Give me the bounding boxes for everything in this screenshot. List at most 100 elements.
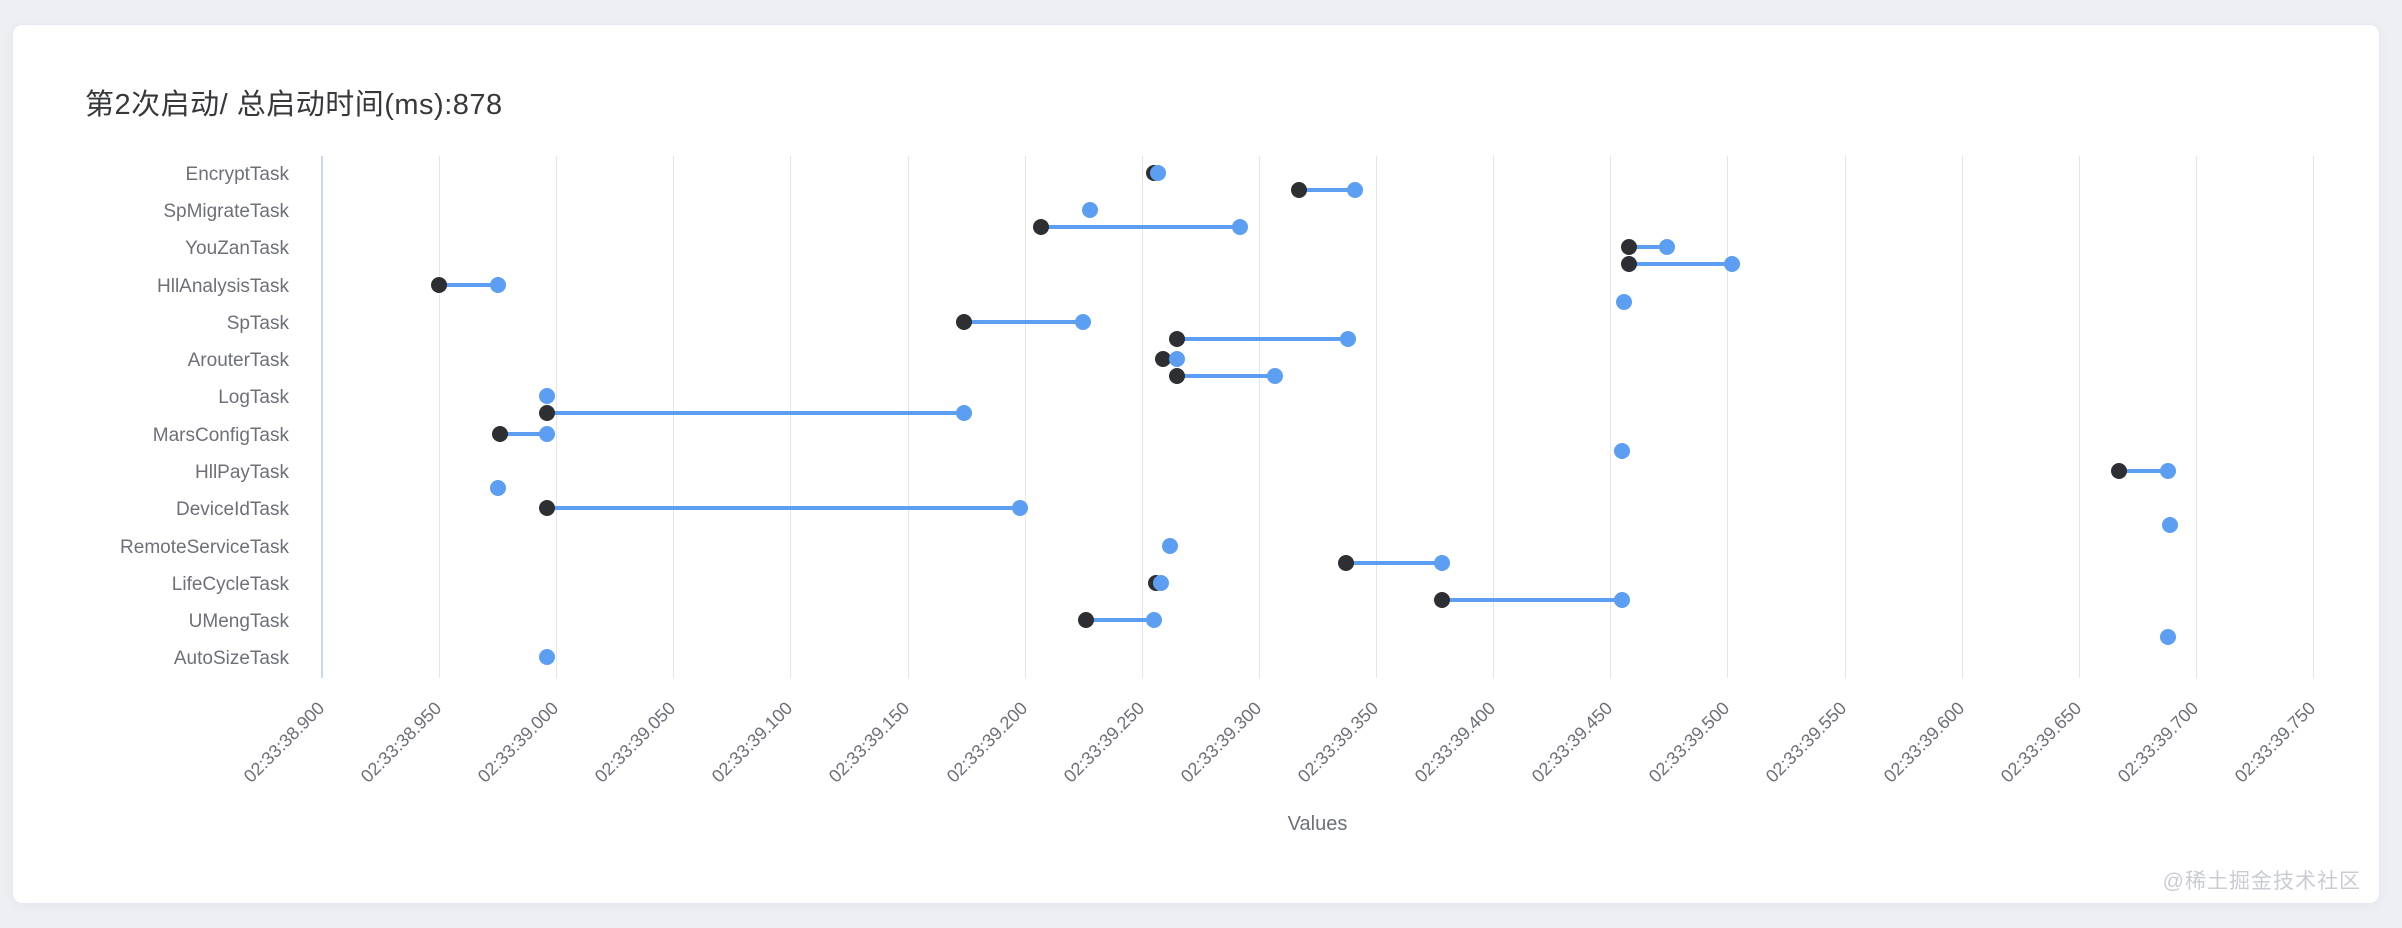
end-dot[interactable]	[1339, 330, 1356, 347]
x-axis-tick-label: 02:33:39.150	[825, 698, 914, 787]
x-axis-tick-label: 02:33:39.100	[708, 698, 797, 787]
gridline	[790, 156, 792, 678]
x-axis-tick-label: 02:33:39.750	[2230, 698, 2320, 787]
end-dot[interactable]	[1433, 554, 1450, 571]
end-dot[interactable]	[1658, 239, 1675, 256]
end-dot[interactable]	[1161, 537, 1178, 554]
x-axis-tick-label: 02:33:39.700	[2113, 698, 2203, 787]
duration-line	[1441, 597, 1622, 602]
start-dot[interactable]	[1154, 351, 1171, 368]
start-dot[interactable]	[1168, 330, 1185, 347]
gridline	[556, 156, 558, 678]
gridline	[1961, 156, 1963, 678]
x-axis-tick-label: 02:33:39.650	[1996, 698, 2085, 787]
end-dot[interactable]	[2159, 629, 2176, 646]
end-dot[interactable]	[1150, 164, 1167, 181]
watermark: @稀土掘金技术社区	[2162, 870, 2361, 893]
x-axis-tick-label: 02:33:39.000	[473, 698, 563, 787]
x-axis-tick-label: 02:33:38.900	[239, 698, 329, 787]
duration-line	[1345, 560, 1442, 565]
y-axis-label: ArouterTask	[187, 350, 289, 372]
end-dot[interactable]	[538, 425, 555, 442]
end-dot[interactable]	[1267, 368, 1284, 385]
x-axis-tick-label: 02:33:39.050	[591, 698, 680, 787]
start-dot[interactable]	[538, 405, 555, 422]
gridline	[439, 156, 441, 678]
start-dot[interactable]	[492, 425, 509, 442]
gridline	[2078, 156, 2080, 678]
plot-area	[321, 156, 2314, 678]
duration-line	[1629, 262, 1733, 267]
start-dot[interactable]	[1290, 181, 1307, 198]
y-axis-label: YouZanTask	[185, 238, 289, 260]
gridline	[2313, 156, 2314, 678]
x-axis-tick-label: 02:33:39.200	[942, 698, 1031, 787]
end-dot[interactable]	[1616, 293, 1633, 310]
gridline	[1610, 156, 1612, 678]
end-dot[interactable]	[1145, 612, 1162, 629]
y-axis-label: EncryptTask	[185, 163, 289, 185]
end-dot[interactable]	[538, 388, 555, 405]
end-dot[interactable]	[2159, 462, 2176, 479]
y-axis-label: AutoSizeTask	[173, 648, 289, 670]
end-dot[interactable]	[1232, 218, 1249, 235]
duration-line	[1041, 224, 1241, 229]
end-dot[interactable]	[1012, 500, 1029, 517]
gridline	[1141, 156, 1143, 678]
duration-line	[546, 506, 1020, 511]
duration-line	[963, 319, 1084, 324]
duration-line	[2118, 468, 2168, 473]
end-dot[interactable]	[1152, 574, 1169, 591]
y-axis-label: UMengTask	[188, 611, 289, 633]
end-dot[interactable]	[1082, 201, 1099, 218]
chart-title: 第2次启动/ 总启动时间(ms):878	[85, 89, 503, 121]
y-axis-label: LifeCycleTask	[171, 573, 289, 595]
end-dot[interactable]	[1614, 442, 1630, 459]
end-dot[interactable]	[538, 649, 555, 666]
end-dot[interactable]	[955, 405, 972, 422]
duration-line	[1176, 374, 1276, 379]
x-axis-tick-label: 02:33:39.350	[1293, 698, 1383, 787]
gridline	[1024, 156, 1026, 678]
end-dot[interactable]	[489, 276, 506, 293]
start-dot[interactable]	[2110, 462, 2127, 479]
y-axis: EncryptTask SpMigrateTask YouZanTask HllAna…	[13, 156, 289, 678]
chart-card: 第2次启动/ 总启动时间(ms):878 EncryptTask SpMigrat…	[12, 24, 2380, 904]
x-axis-tick-label: 02:33:39.400	[1410, 698, 1500, 787]
x-axis-tick-label: 02:33:39.550	[1762, 698, 1851, 787]
gridline	[1258, 156, 1260, 678]
start-dot[interactable]	[1077, 612, 1094, 629]
end-dot[interactable]	[2162, 517, 2179, 534]
x-axis-tick-label: 02:33:39.250	[1059, 698, 1148, 787]
end-dot[interactable]	[1346, 181, 1363, 198]
start-dot[interactable]	[1621, 256, 1638, 273]
y-axis-label: DeviceIdTask	[176, 499, 289, 521]
x-axis: 02:33:38.900 02:33:38.950 02:33:39.000 02:3…	[240, 688, 2319, 828]
start-dot[interactable]	[431, 276, 448, 293]
gridline	[1493, 156, 1495, 678]
gridline	[673, 156, 675, 678]
y-axis-line	[321, 156, 323, 678]
x-axis-tick-label: 02:33:38.950	[356, 698, 446, 787]
start-dot[interactable]	[1033, 218, 1050, 235]
start-dot[interactable]	[1168, 368, 1185, 385]
x-axis-title: Values	[1287, 813, 1348, 835]
gridline	[1727, 156, 1729, 678]
start-dot[interactable]	[1433, 591, 1450, 608]
end-dot[interactable]	[1724, 256, 1741, 273]
end-dot[interactable]	[1614, 591, 1630, 608]
y-axis-label: MarsConfigTask	[152, 424, 289, 446]
x-axis-tick-label: 02:33:39.300	[1176, 698, 1266, 787]
end-dot[interactable]	[1168, 351, 1185, 368]
start-dot[interactable]	[1621, 239, 1638, 256]
duration-line	[1085, 618, 1154, 623]
start-dot[interactable]	[955, 313, 972, 330]
end-dot[interactable]	[489, 479, 506, 496]
start-dot[interactable]	[1337, 554, 1354, 571]
y-axis-label: RemoteServiceTask	[120, 536, 289, 558]
gridline	[907, 156, 909, 678]
end-dot[interactable]	[1075, 313, 1092, 330]
y-axis-label: LogTask	[218, 387, 289, 409]
start-dot[interactable]	[538, 500, 555, 517]
